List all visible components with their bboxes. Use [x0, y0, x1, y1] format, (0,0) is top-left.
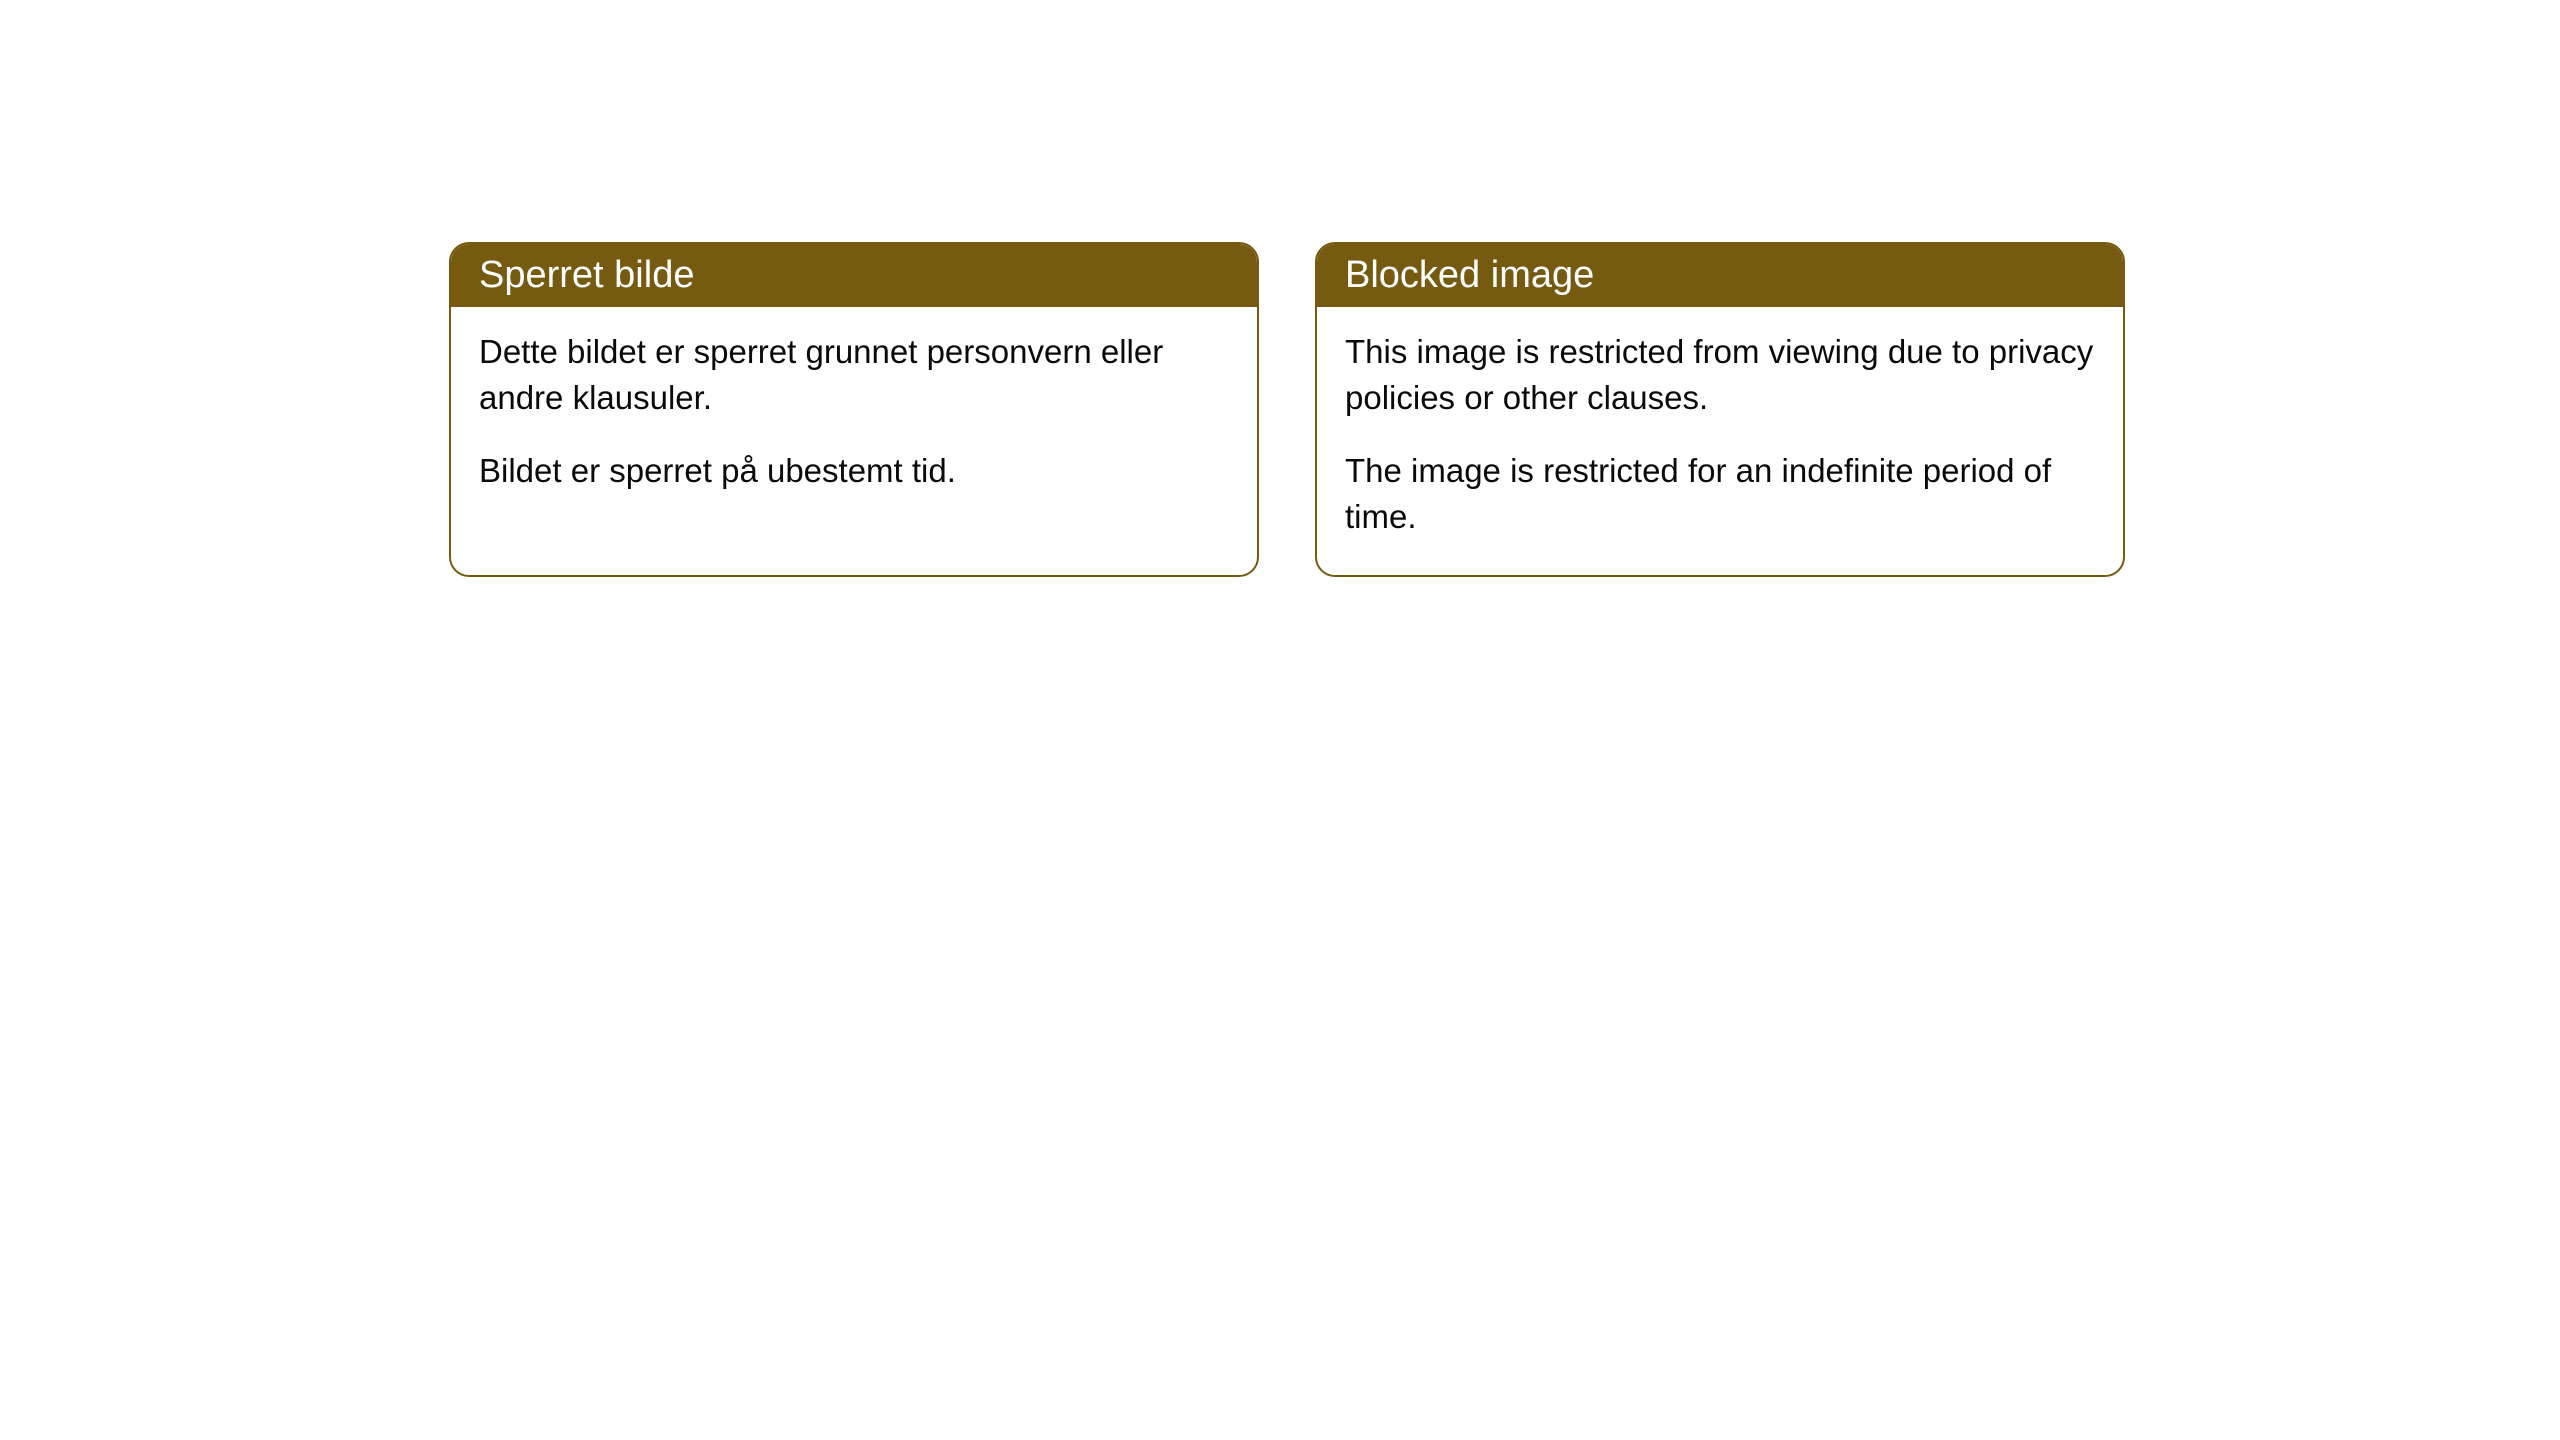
card-paragraph: Dette bildet er sperret grunnet personve… — [479, 329, 1229, 420]
card-paragraph: Bildet er sperret på ubestemt tid. — [479, 448, 1229, 494]
notice-card-norwegian: Sperret bilde Dette bildet er sperret gr… — [449, 242, 1259, 577]
card-title: Sperret bilde — [451, 244, 1257, 307]
card-body: Dette bildet er sperret grunnet personve… — [451, 307, 1257, 530]
notice-cards-container: Sperret bilde Dette bildet er sperret gr… — [449, 242, 2125, 577]
card-paragraph: This image is restricted from viewing du… — [1345, 329, 2095, 420]
card-paragraph: The image is restricted for an indefinit… — [1345, 448, 2095, 539]
card-body: This image is restricted from viewing du… — [1317, 307, 2123, 575]
card-title: Blocked image — [1317, 244, 2123, 307]
notice-card-english: Blocked image This image is restricted f… — [1315, 242, 2125, 577]
